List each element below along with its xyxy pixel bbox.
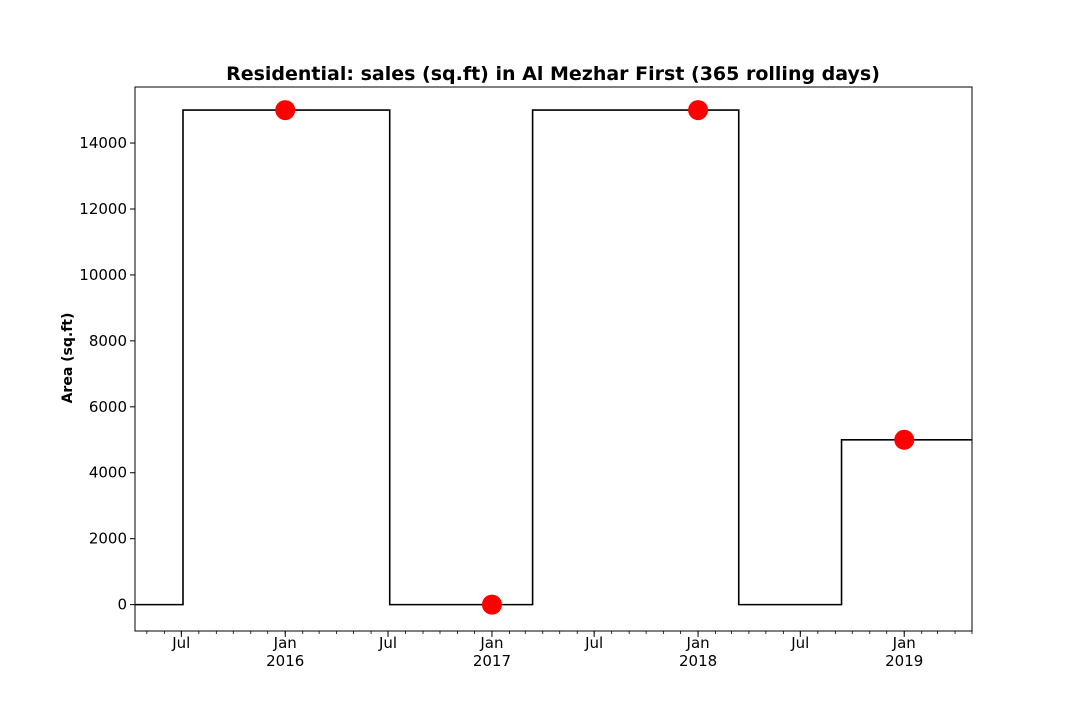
x-tick-year-label: 2017 (473, 652, 511, 670)
x-tick-label: Jan (686, 634, 710, 652)
red-marker-point (481, 594, 502, 615)
y-axis-label: Area (sq.ft) (60, 313, 76, 404)
step-series-line (135, 109, 972, 606)
y-tick-label: 14000 (79, 134, 127, 152)
red-marker-point (894, 429, 915, 450)
red-marker-point (275, 100, 296, 121)
plot-frame (134, 86, 973, 632)
y-tick-label: 8000 (89, 332, 127, 350)
x-tick-label: Jan (892, 634, 916, 652)
y-tick-label: 10000 (79, 266, 127, 284)
x-tick-label: Jul (584, 634, 603, 652)
y-tick-label: 6000 (89, 398, 127, 416)
y-tick-label: 12000 (79, 200, 127, 218)
x-tick-label: Jan (273, 634, 297, 652)
x-tick-year-label: 2018 (679, 652, 717, 670)
y-tick-label: 0 (117, 596, 127, 614)
x-tick-label: Jan (479, 634, 503, 652)
x-tick-label: Jul (790, 634, 809, 652)
x-tick-label: Jul (378, 634, 397, 652)
y-tick-label: 2000 (89, 530, 127, 548)
y-tick-label: 4000 (89, 464, 127, 482)
x-tick-year-label: 2016 (266, 652, 304, 670)
red-marker-point (688, 100, 709, 121)
chart-title: Residential: sales (sq.ft) in Al Mezhar … (226, 63, 880, 85)
x-tick-year-label: 2019 (885, 652, 923, 670)
x-tick-label: Jul (171, 634, 190, 652)
